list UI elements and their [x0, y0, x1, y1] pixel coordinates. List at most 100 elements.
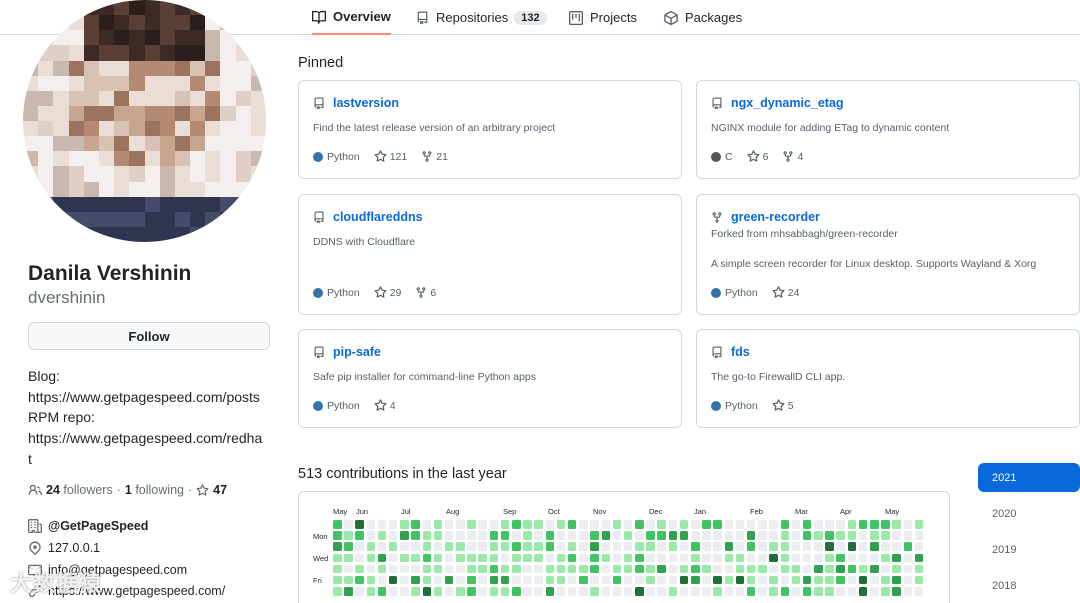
contribution-day-cell[interactable] — [590, 587, 599, 596]
contribution-day-cell[interactable] — [623, 587, 633, 596]
contribution-day-cell[interactable] — [489, 587, 499, 596]
contribution-day-cell[interactable] — [556, 575, 566, 585]
contribution-day-cell[interactable] — [769, 575, 778, 585]
contribution-day-cell[interactable] — [545, 531, 555, 540]
contribution-day-cell[interactable] — [892, 553, 901, 563]
contribution-day-cell[interactable] — [567, 575, 577, 585]
contribution-day-cell[interactable] — [444, 575, 454, 585]
contribution-day-cell[interactable] — [433, 531, 443, 540]
contribution-day-cell[interactable] — [657, 553, 666, 563]
contribution-day-cell[interactable] — [366, 542, 376, 551]
contribution-day-cell[interactable] — [814, 564, 823, 574]
contribution-day-cell[interactable] — [422, 531, 431, 540]
contribution-day-cell[interactable] — [534, 587, 543, 596]
contribution-day-cell[interactable] — [691, 564, 700, 574]
contribution-day-cell[interactable] — [791, 553, 801, 563]
contribution-day-cell[interactable] — [500, 564, 510, 574]
contribution-day-cell[interactable] — [467, 531, 476, 540]
year-link-2019[interactable]: 2019 — [992, 543, 1017, 556]
contribution-day-cell[interactable] — [691, 531, 700, 540]
contribution-day-cell[interactable] — [366, 587, 376, 596]
contribution-day-cell[interactable] — [366, 575, 376, 585]
contribution-day-cell[interactable] — [400, 542, 409, 551]
contribution-day-cell[interactable] — [344, 575, 353, 585]
contribution-day-cell[interactable] — [735, 553, 745, 563]
contribution-day-cell[interactable] — [579, 575, 588, 585]
repo-stars[interactable]: 121 — [374, 150, 407, 163]
contribution-day-cell[interactable] — [355, 575, 364, 585]
contribution-day-cell[interactable] — [567, 564, 577, 574]
contribution-day-cell[interactable] — [791, 531, 801, 540]
contribution-day-cell[interactable] — [623, 542, 633, 551]
contribution-day-cell[interactable] — [679, 531, 689, 540]
contribution-day-cell[interactable] — [500, 531, 510, 540]
contribution-day-cell[interactable] — [691, 553, 700, 563]
contribution-day-cell[interactable] — [590, 542, 599, 551]
contribution-day-cell[interactable] — [344, 531, 353, 540]
followers-link[interactable]: 24 followers — [46, 483, 113, 497]
contribution-day-cell[interactable] — [903, 575, 913, 585]
contribution-day-cell[interactable] — [903, 553, 913, 563]
contribution-day-cell[interactable] — [858, 531, 868, 540]
contribution-day-cell[interactable] — [545, 520, 555, 529]
contribution-day-cell[interactable] — [567, 531, 577, 540]
year-link-2021[interactable]: 2021 — [978, 463, 1080, 492]
pinned-repo-link[interactable]: fds — [711, 345, 750, 359]
contribution-day-cell[interactable] — [814, 553, 823, 563]
contribution-day-cell[interactable] — [881, 587, 890, 596]
contribution-day-cell[interactable] — [870, 553, 879, 563]
contribution-day-cell[interactable] — [534, 531, 543, 540]
contribution-day-cell[interactable] — [702, 564, 711, 574]
year-link-2020[interactable]: 2020 — [992, 507, 1017, 520]
contribution-day-cell[interactable] — [668, 553, 678, 563]
contribution-day-cell[interactable] — [433, 575, 443, 585]
contribution-day-cell[interactable] — [579, 542, 588, 551]
contribution-day-cell[interactable] — [444, 542, 454, 551]
contribution-day-cell[interactable] — [579, 531, 588, 540]
contribution-day-cell[interactable] — [635, 587, 644, 596]
contribution-day-cell[interactable] — [679, 564, 689, 574]
contribution-day-cell[interactable] — [456, 564, 465, 574]
contribution-day-cell[interactable] — [411, 564, 420, 574]
contribution-day-cell[interactable] — [780, 587, 789, 596]
contribution-day-cell[interactable] — [746, 531, 756, 540]
contribution-day-cell[interactable] — [366, 520, 376, 529]
website-link[interactable]: https://www.getpagespeed.com/ — [48, 584, 226, 598]
contribution-day-cell[interactable] — [713, 564, 722, 574]
contribution-day-cell[interactable] — [780, 520, 789, 529]
contribution-day-cell[interactable] — [444, 587, 454, 596]
contribution-day-cell[interactable] — [500, 553, 510, 563]
pinned-repo-link[interactable]: lastversion — [313, 96, 399, 110]
contribution-day-cell[interactable] — [858, 542, 868, 551]
contribution-day-cell[interactable] — [657, 587, 666, 596]
contribution-day-cell[interactable] — [489, 575, 499, 585]
contribution-day-cell[interactable] — [635, 542, 644, 551]
contribution-day-cell[interactable] — [657, 531, 666, 540]
contribution-day-cell[interactable] — [411, 531, 420, 540]
contribution-day-cell[interactable] — [601, 575, 610, 585]
contribution-day-cell[interactable] — [333, 531, 342, 540]
contribution-day-cell[interactable] — [478, 520, 487, 529]
contribution-day-cell[interactable] — [456, 587, 465, 596]
contribution-day-cell[interactable] — [702, 531, 711, 540]
contribution-day-cell[interactable] — [489, 553, 499, 563]
contribution-day-cell[interactable] — [847, 531, 857, 540]
contribution-day-cell[interactable] — [679, 553, 689, 563]
contribution-day-cell[interactable] — [870, 575, 879, 585]
contribution-day-cell[interactable] — [623, 531, 633, 540]
contribution-day-cell[interactable] — [601, 564, 610, 574]
contribution-day-cell[interactable] — [825, 575, 834, 585]
contribution-day-cell[interactable] — [489, 564, 499, 574]
contribution-day-cell[interactable] — [746, 587, 756, 596]
contribution-day-cell[interactable] — [556, 553, 566, 563]
contribution-day-cell[interactable] — [534, 520, 543, 529]
contribution-day-cell[interactable] — [601, 553, 610, 563]
contribution-day-cell[interactable] — [769, 564, 778, 574]
contribution-day-cell[interactable] — [892, 575, 901, 585]
contribution-day-cell[interactable] — [388, 531, 398, 540]
contribution-day-cell[interactable] — [802, 520, 812, 529]
contribution-day-cell[interactable] — [500, 542, 510, 551]
contribution-day-cell[interactable] — [691, 542, 700, 551]
contribution-day-cell[interactable] — [556, 542, 566, 551]
pinned-repo-link[interactable]: cloudflareddns — [313, 210, 423, 224]
